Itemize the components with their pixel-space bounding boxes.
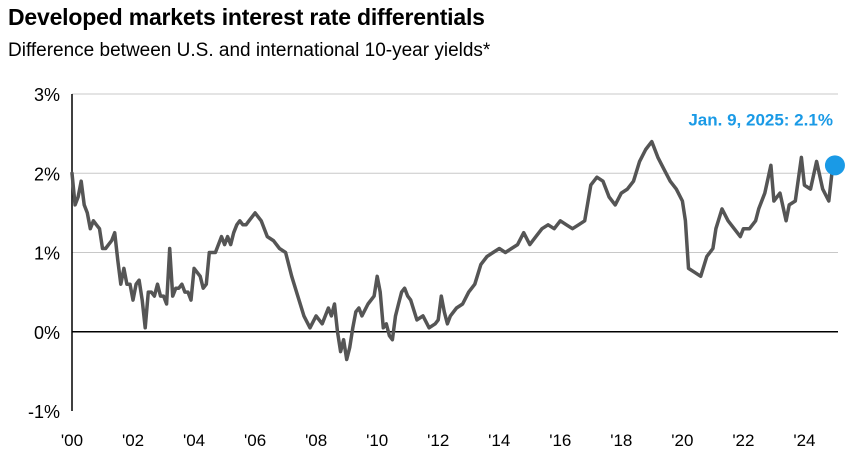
x-tick-label: '22 (732, 431, 754, 450)
chart-title: Developed markets interest rate differen… (8, 4, 485, 30)
latest-value-label: Jan. 9, 2025: 2.1% (688, 110, 833, 129)
series (70, 139, 837, 362)
x-tick-label: '24 (793, 431, 815, 450)
axes (71, 94, 838, 411)
y-tick-label: -1% (28, 402, 60, 422)
x-tick-label: '14 (488, 431, 510, 450)
x-tick-label: '04 (183, 431, 205, 450)
series-line-0 (70, 139, 837, 362)
x-tick-label: '18 (610, 431, 632, 450)
x-tick-label: '16 (549, 431, 571, 450)
x-tick-label: '12 (427, 431, 449, 450)
y-tick-label: 1% (34, 244, 60, 264)
x-tick-label: '20 (671, 431, 693, 450)
chart-subtitle: Difference between U.S. and internationa… (8, 40, 491, 61)
y-tick-label: 3% (34, 85, 60, 105)
x-tick-label: '00 (61, 431, 83, 450)
y-tick-label: 2% (34, 164, 60, 184)
annotations: Jan. 9, 2025: 2.1% (688, 110, 845, 176)
x-tick-label: '08 (305, 431, 327, 450)
x-axis-ticks: '00 '02 '04 '06 '08 '10 '12 '14 '16 '18 '20 '22 '24 (61, 431, 816, 450)
y-axis-ticks: 3% 2% 1% 0% -1% (28, 85, 60, 422)
latest-value-marker (824, 155, 845, 176)
x-tick-label: '02 (122, 431, 144, 450)
x-tick-label: '06 (244, 431, 266, 450)
y-tick-label: 0% (34, 323, 60, 343)
x-tick-label: '10 (366, 431, 388, 450)
